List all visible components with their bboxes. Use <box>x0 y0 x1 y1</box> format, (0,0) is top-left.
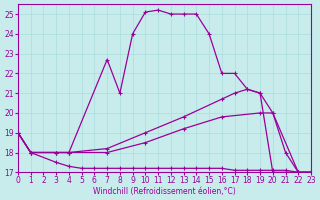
X-axis label: Windchill (Refroidissement éolien,°C): Windchill (Refroidissement éolien,°C) <box>93 187 236 196</box>
